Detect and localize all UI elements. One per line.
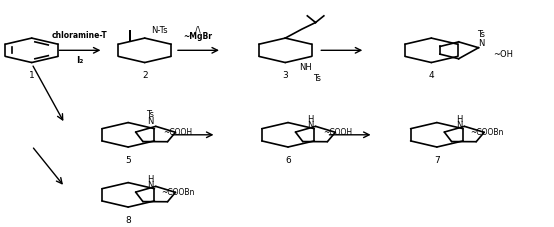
Text: N: N bbox=[456, 121, 462, 130]
Text: 1: 1 bbox=[29, 71, 34, 80]
Text: H: H bbox=[147, 175, 153, 184]
Text: N-Ts: N-Ts bbox=[152, 26, 168, 35]
Text: ~COOBn: ~COOBn bbox=[470, 128, 503, 137]
Text: ~COOBn: ~COOBn bbox=[161, 188, 194, 197]
Text: 7: 7 bbox=[434, 156, 440, 165]
Text: N: N bbox=[307, 121, 313, 130]
Text: N: N bbox=[147, 117, 153, 126]
Text: 8: 8 bbox=[125, 216, 131, 225]
Text: H: H bbox=[307, 115, 313, 124]
Text: /\: /\ bbox=[196, 26, 201, 35]
Text: 2: 2 bbox=[142, 71, 147, 80]
Text: chloramine-T: chloramine-T bbox=[52, 31, 107, 40]
Text: Ts: Ts bbox=[313, 74, 321, 83]
Text: Ts: Ts bbox=[477, 30, 485, 39]
Text: ~COOH: ~COOH bbox=[323, 128, 352, 137]
Text: N: N bbox=[147, 181, 153, 190]
Text: Ts: Ts bbox=[146, 110, 154, 119]
Text: ~OH: ~OH bbox=[493, 50, 513, 59]
Text: ~MgBr: ~MgBr bbox=[184, 32, 213, 42]
Text: ~COOH: ~COOH bbox=[163, 128, 192, 137]
Text: N: N bbox=[478, 39, 484, 48]
Text: 4: 4 bbox=[429, 71, 434, 80]
Text: NH: NH bbox=[300, 63, 312, 72]
Text: I₂: I₂ bbox=[76, 56, 83, 65]
Text: 6: 6 bbox=[285, 156, 291, 165]
Text: 5: 5 bbox=[125, 156, 131, 165]
Text: H: H bbox=[456, 115, 462, 124]
Text: 3: 3 bbox=[283, 71, 288, 80]
